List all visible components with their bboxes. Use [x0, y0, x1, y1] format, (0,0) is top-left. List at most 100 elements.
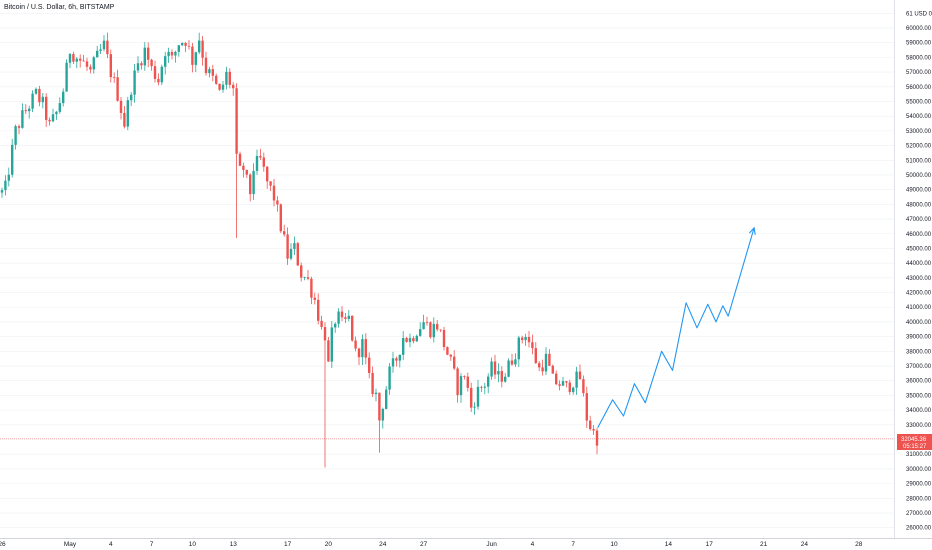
candle-body[interactable] — [204, 57, 208, 74]
candle-body[interactable] — [181, 42, 184, 46]
candle-body[interactable] — [58, 103, 61, 112]
candle-body[interactable] — [7, 174, 10, 181]
candle-body[interactable] — [398, 354, 401, 361]
candle-body[interactable] — [198, 40, 201, 53]
candle-body[interactable] — [476, 386, 480, 407]
candle-body[interactable] — [45, 96, 48, 120]
candle-body[interactable] — [194, 52, 197, 65]
x-tick-label[interactable]: 20 — [325, 541, 333, 548]
candle-body[interactable] — [276, 200, 279, 205]
candle-body[interactable] — [130, 94, 133, 101]
candle-body[interactable] — [133, 70, 136, 95]
candle-body[interactable] — [463, 376, 466, 377]
candle-body[interactable] — [456, 368, 459, 396]
candle-body[interactable] — [371, 372, 374, 395]
x-tick-label[interactable]: 26 — [0, 541, 6, 548]
candle-body[interactable] — [85, 61, 89, 67]
candle-body[interactable] — [412, 338, 415, 342]
candle-body[interactable] — [361, 339, 364, 358]
candle-body[interactable] — [24, 110, 27, 112]
candle-body[interactable] — [140, 63, 143, 66]
candle-body[interactable] — [507, 360, 510, 377]
candle-body[interactable] — [136, 63, 140, 71]
candle-body[interactable] — [38, 88, 41, 103]
candle-body[interactable] — [395, 358, 398, 361]
candle-body[interactable] — [96, 50, 99, 58]
x-tick-label[interactable]: 17 — [706, 541, 714, 548]
candle-body[interactable] — [391, 358, 395, 367]
x-tick-label[interactable]: 21 — [760, 541, 768, 548]
candle-body[interactable] — [51, 114, 55, 122]
candle-body[interactable] — [538, 363, 541, 368]
candle-body[interactable] — [575, 371, 578, 388]
candle-body[interactable] — [568, 382, 571, 393]
candle-body[interactable] — [113, 77, 116, 78]
candle-body[interactable] — [446, 347, 449, 355]
x-tick-label[interactable]: 7 — [150, 541, 154, 548]
candle-body[interactable] — [480, 386, 483, 388]
candle-body[interactable] — [123, 112, 126, 127]
candle-body[interactable] — [102, 40, 106, 50]
candle-body[interactable] — [177, 45, 180, 52]
candle-body[interactable] — [425, 322, 429, 324]
candle-body[interactable] — [313, 297, 316, 300]
candle-body[interactable] — [544, 353, 548, 372]
candle-body[interactable] — [548, 353, 551, 366]
candle-body[interactable] — [242, 165, 245, 170]
candle-body[interactable] — [211, 69, 214, 76]
candle-body[interactable] — [483, 386, 486, 388]
candle-body[interactable] — [402, 338, 405, 355]
candle-body[interactable] — [89, 66, 92, 70]
candle-body[interactable] — [306, 277, 310, 279]
candle-body[interactable] — [170, 51, 174, 56]
candle-body[interactable] — [500, 371, 503, 382]
candle-body[interactable] — [286, 234, 289, 259]
candle-body[interactable] — [106, 40, 109, 55]
x-tick-label[interactable]: 10 — [610, 541, 618, 548]
candle-body[interactable] — [228, 71, 231, 85]
candle-body[interactable] — [201, 40, 204, 58]
candle-body[interactable] — [459, 376, 463, 396]
candle-body[interactable] — [41, 96, 44, 103]
candle-body[interactable] — [72, 54, 75, 62]
candle-body[interactable] — [272, 185, 276, 201]
candle-body[interactable] — [153, 66, 157, 79]
candle-body[interactable] — [578, 371, 582, 380]
candle-body[interactable] — [354, 340, 357, 349]
candle-body[interactable] — [551, 365, 554, 374]
candle-body[interactable] — [320, 320, 323, 328]
candle-body[interactable] — [232, 84, 235, 89]
candle-body[interactable] — [92, 57, 95, 70]
candle-body[interactable] — [337, 311, 340, 324]
candle-body[interactable] — [303, 277, 306, 279]
candle-body[interactable] — [442, 330, 446, 348]
candle-body[interactable] — [374, 392, 378, 395]
candle-body[interactable] — [378, 392, 381, 421]
candle-body[interactable] — [116, 77, 119, 101]
candle-body[interactable] — [558, 384, 561, 386]
candle-body[interactable] — [17, 126, 21, 128]
candle-body[interactable] — [208, 69, 211, 74]
candle-body[interactable] — [167, 51, 170, 57]
candle-body[interactable] — [327, 340, 330, 362]
candle-body[interactable] — [527, 336, 531, 343]
candle-body[interactable] — [521, 337, 524, 341]
candle-body[interactable] — [334, 323, 337, 328]
candle-body[interactable] — [11, 144, 14, 175]
candle-body[interactable] — [255, 156, 259, 171]
candle-body[interactable] — [279, 204, 282, 232]
candle-body[interactable] — [473, 406, 476, 408]
x-tick-label[interactable]: May — [64, 541, 77, 548]
candle-body[interactable] — [249, 174, 252, 195]
candle-body[interactable] — [21, 110, 24, 128]
candle-body[interactable] — [470, 387, 473, 408]
candle-body[interactable] — [490, 361, 493, 377]
candle-body[interactable] — [419, 329, 422, 336]
candle-body[interactable] — [422, 322, 425, 330]
candle-body[interactable] — [245, 169, 248, 175]
x-tick-label[interactable]: 4 — [531, 541, 535, 548]
candlesticks[interactable] — [0, 32, 599, 468]
x-axis-ticks[interactable]: 26 May 4 7 10 13 17 20 24 27 Jun 4 7 10 14 17 21 24 28 — [0, 541, 863, 548]
candle-body[interactable] — [164, 56, 167, 67]
candle-body[interactable] — [310, 278, 313, 298]
